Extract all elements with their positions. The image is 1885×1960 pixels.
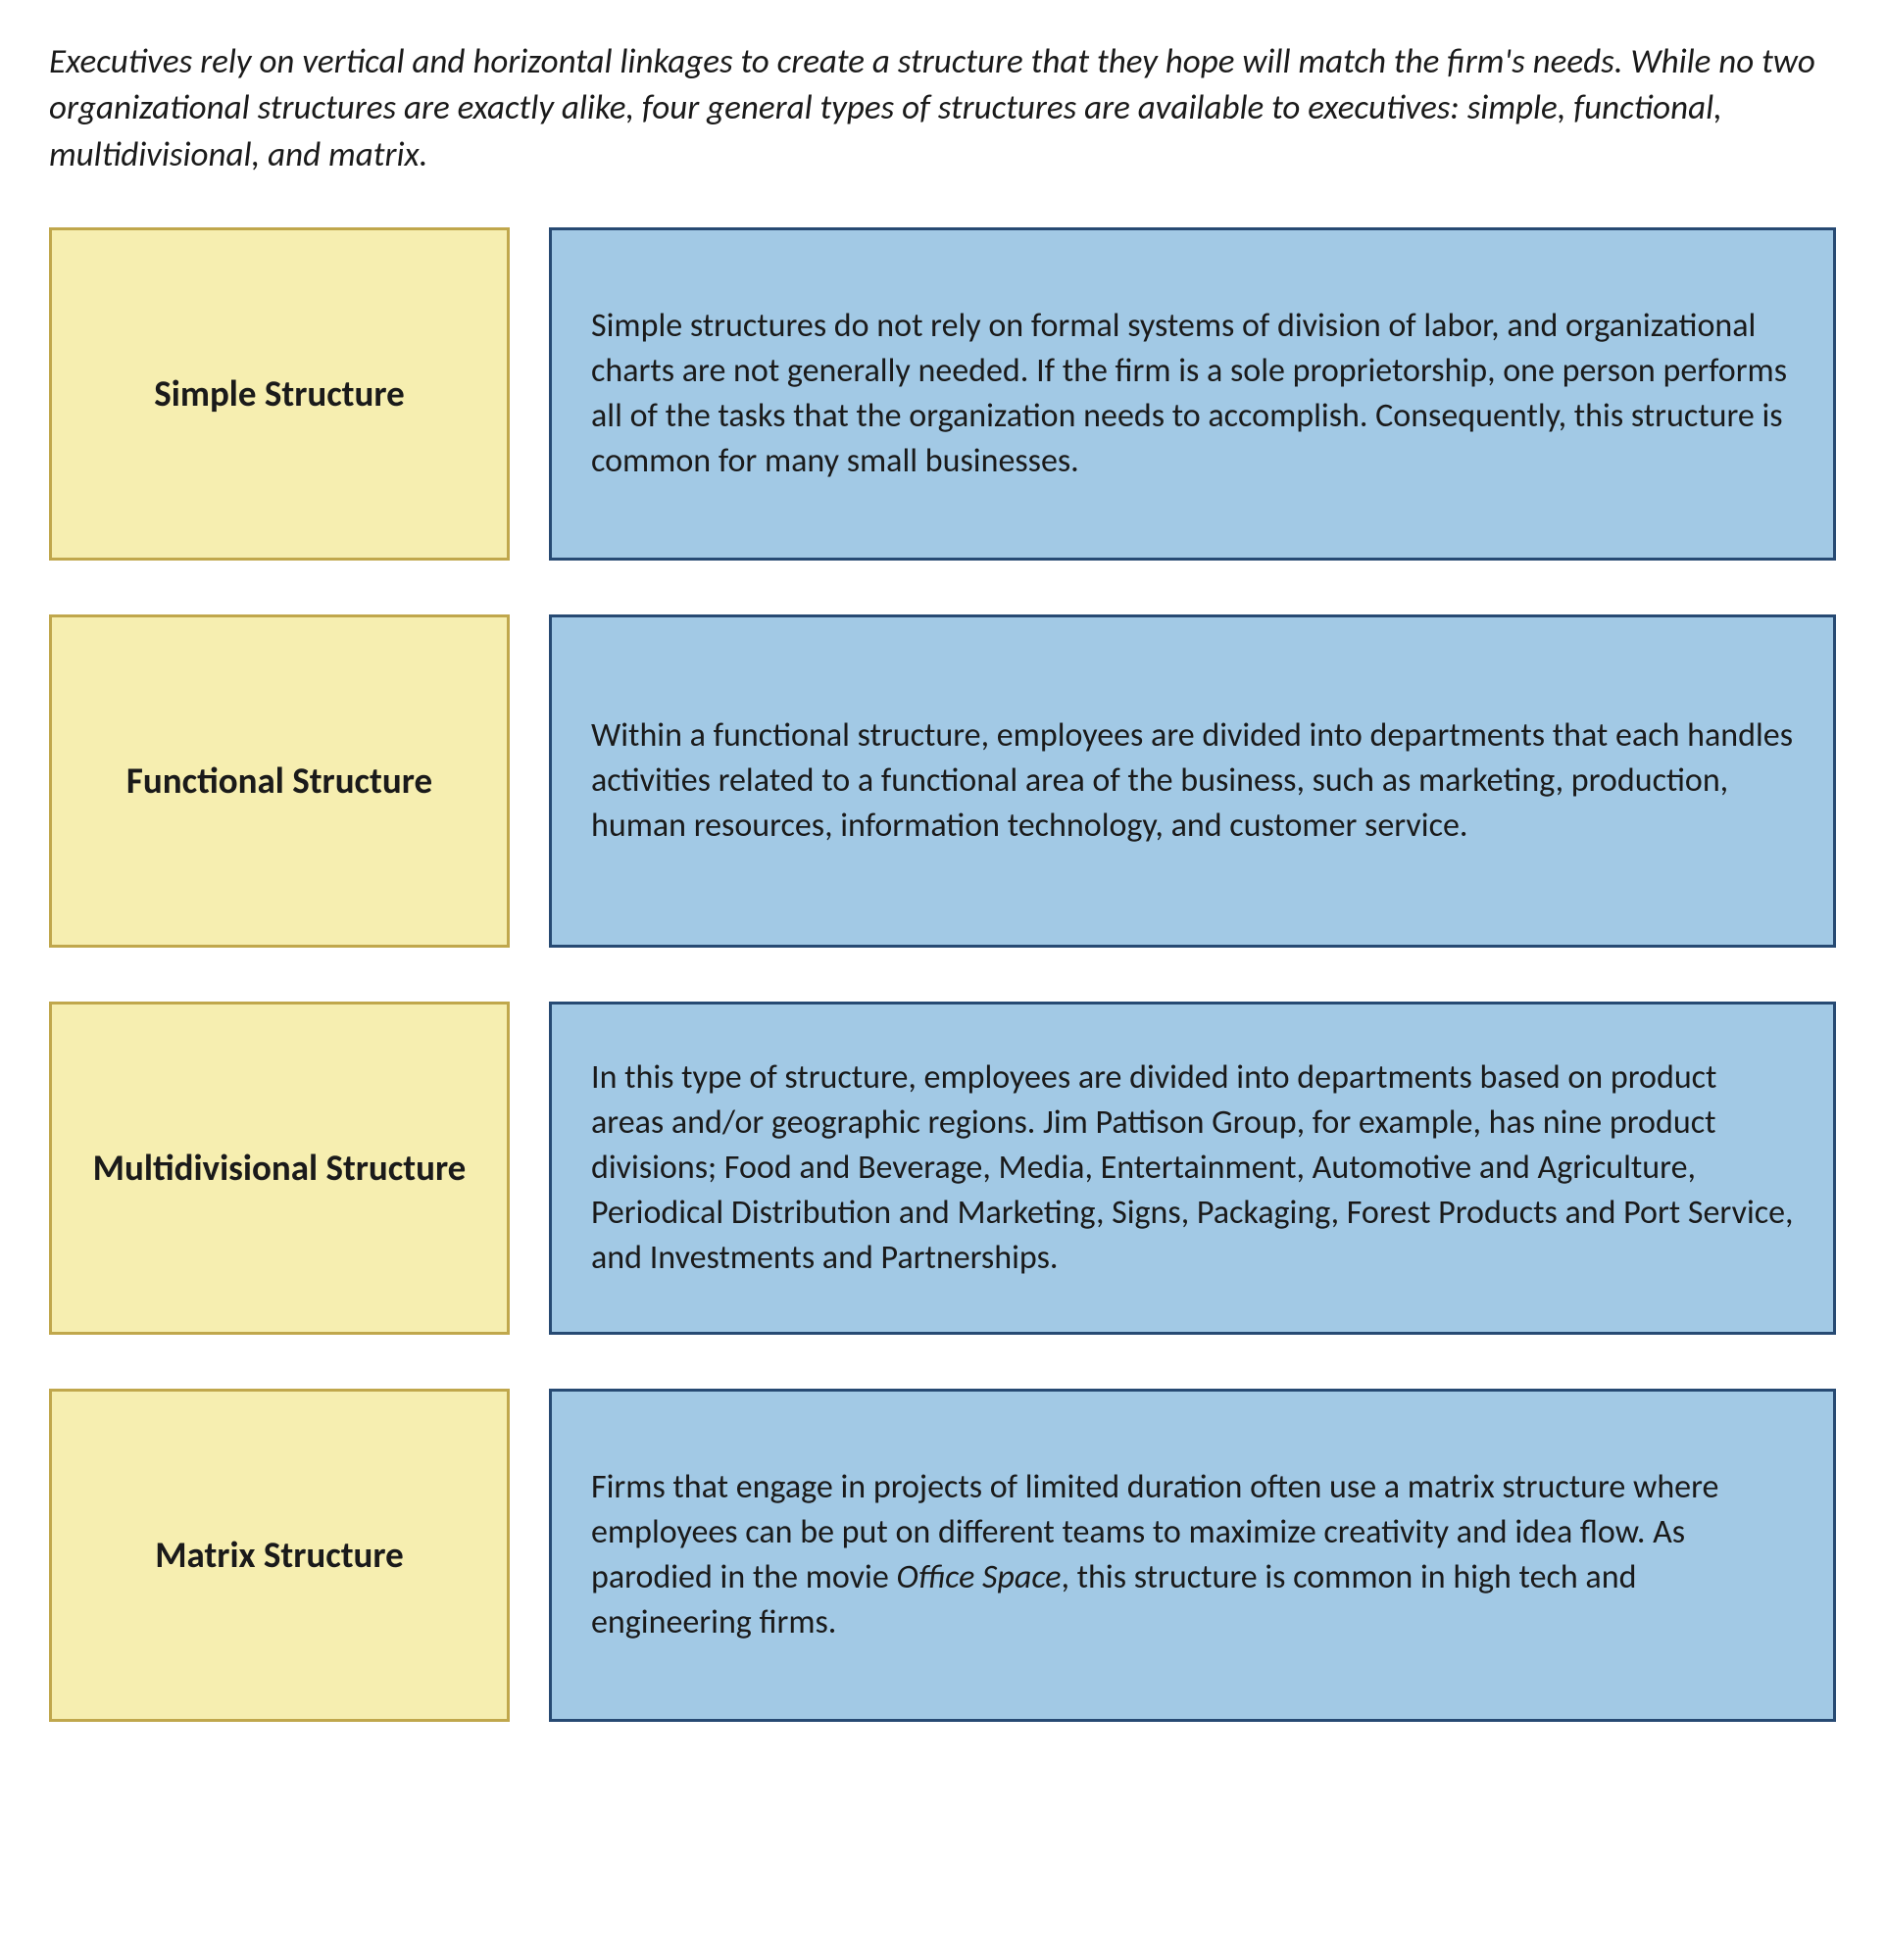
structure-label: Functional Structure bbox=[126, 759, 432, 804]
structure-label: Multidivisional Structure bbox=[93, 1146, 467, 1191]
structure-label-box: Multidivisional Structure bbox=[49, 1002, 510, 1335]
structure-description: Within a functional structure, employees… bbox=[591, 713, 1794, 849]
structure-desc-box: Simple structures do not rely on formal … bbox=[549, 227, 1836, 561]
structure-row: Matrix Structure Firms that engage in pr… bbox=[49, 1389, 1836, 1722]
structure-desc-box: Within a functional structure, employees… bbox=[549, 614, 1836, 948]
structure-description: Firms that engage in projects of limited… bbox=[591, 1465, 1794, 1645]
structure-description: Simple structures do not rely on formal … bbox=[591, 304, 1794, 484]
structure-desc-box: Firms that engage in projects of limited… bbox=[549, 1389, 1836, 1722]
structure-label-box: Functional Structure bbox=[49, 614, 510, 948]
structure-description: In this type of structure, employees are… bbox=[591, 1055, 1794, 1280]
structure-row: Functional Structure Within a functional… bbox=[49, 614, 1836, 948]
structure-label-box: Simple Structure bbox=[49, 227, 510, 561]
structure-label-box: Matrix Structure bbox=[49, 1389, 510, 1722]
structure-row: Simple Structure Simple structures do no… bbox=[49, 227, 1836, 561]
intro-paragraph: Executives rely on vertical and horizont… bbox=[49, 39, 1836, 178]
structure-desc-box: In this type of structure, employees are… bbox=[549, 1002, 1836, 1335]
structure-label: Simple Structure bbox=[154, 371, 404, 416]
structure-label: Matrix Structure bbox=[155, 1533, 404, 1578]
structure-row: Multidivisional Structure In this type o… bbox=[49, 1002, 1836, 1335]
